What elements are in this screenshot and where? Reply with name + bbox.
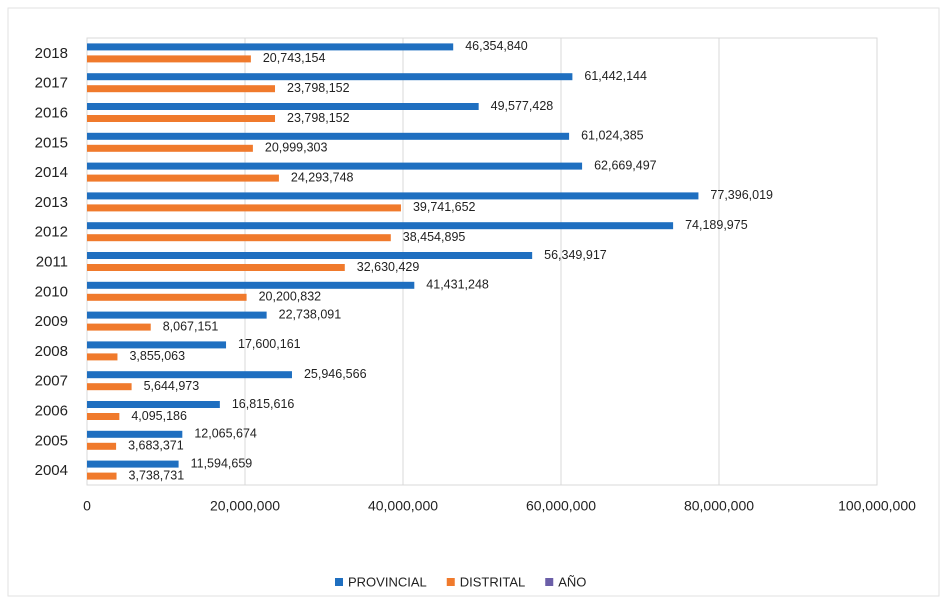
data-label: 56,349,917 xyxy=(544,248,607,262)
data-label: 38,454,895 xyxy=(403,230,466,244)
legend-label: PROVINCIAL xyxy=(348,574,427,589)
bar xyxy=(87,430,183,438)
bar xyxy=(87,442,117,450)
data-label: 3,855,063 xyxy=(129,349,185,363)
bar xyxy=(87,234,391,242)
data-label: 22,738,091 xyxy=(279,307,342,321)
bar xyxy=(87,43,454,51)
data-label: 20,200,832 xyxy=(259,290,322,304)
data-label: 23,798,152 xyxy=(287,81,350,95)
bar xyxy=(87,472,117,480)
y-tick-label: 2016 xyxy=(35,104,68,121)
data-label: 16,815,616 xyxy=(232,397,295,411)
data-label: 12,065,674 xyxy=(194,427,257,441)
bar xyxy=(87,323,151,331)
bar xyxy=(87,293,247,301)
y-tick-label: 2007 xyxy=(35,373,68,390)
data-label: 62,669,497 xyxy=(594,158,657,172)
bar xyxy=(87,383,132,391)
bar xyxy=(87,413,120,420)
y-tick-label: 2012 xyxy=(35,224,68,241)
y-tick-label: 2006 xyxy=(35,402,68,419)
bar xyxy=(87,341,227,349)
y-tick-label: 2009 xyxy=(35,313,68,330)
bar xyxy=(87,264,345,271)
y-tick-label: 2010 xyxy=(35,283,68,300)
y-tick-label: 2004 xyxy=(35,462,68,479)
legend-swatch xyxy=(335,578,343,586)
data-label: 25,946,566 xyxy=(304,367,367,381)
legend-swatch xyxy=(545,578,554,586)
y-tick-label: 2014 xyxy=(35,164,68,181)
y-tick-label: 2011 xyxy=(36,253,68,270)
data-label: 3,683,371 xyxy=(128,439,184,453)
bar xyxy=(87,132,570,140)
x-tick-label: 20,000,000 xyxy=(210,498,280,514)
bar xyxy=(87,192,699,200)
y-tick-label: 2013 xyxy=(35,194,68,211)
bar xyxy=(87,460,179,468)
bar xyxy=(87,311,267,319)
bar xyxy=(87,222,674,230)
data-label: 41,431,248 xyxy=(426,278,489,292)
data-label: 24,293,748 xyxy=(291,170,354,184)
data-label: 49,577,428 xyxy=(491,99,554,113)
data-label: 77,396,019 xyxy=(710,188,773,202)
bar xyxy=(87,174,279,182)
legend-label: DISTRITAL xyxy=(460,574,526,589)
data-label: 3,738,731 xyxy=(129,468,185,482)
data-label: 46,354,840 xyxy=(465,39,528,53)
data-label: 11,594,659 xyxy=(191,456,253,470)
bar xyxy=(87,144,253,152)
bar xyxy=(87,353,118,361)
x-tick-label: 40,000,000 xyxy=(368,498,438,514)
data-label: 74,189,975 xyxy=(685,218,748,232)
chart-frame xyxy=(7,7,940,597)
data-label: 17,600,161 xyxy=(238,337,301,351)
bar xyxy=(87,281,415,289)
bar xyxy=(87,401,220,408)
y-tick-label: 2017 xyxy=(35,75,68,92)
y-tick-label: 2008 xyxy=(35,343,68,360)
data-label: 23,798,152 xyxy=(287,111,350,125)
y-tick-label: 2018 xyxy=(35,45,68,62)
bar xyxy=(87,85,276,93)
legend-label: AÑO xyxy=(558,574,586,589)
data-label: 61,024,385 xyxy=(581,129,644,143)
bar xyxy=(87,371,292,379)
y-tick-label: 2015 xyxy=(35,134,68,151)
y-tick-label: 2005 xyxy=(35,432,68,449)
legend-swatch xyxy=(446,578,455,586)
x-tick-label: 60,000,000 xyxy=(526,498,596,514)
data-label: 61,442,144 xyxy=(584,69,647,83)
data-label: 8,067,151 xyxy=(163,319,219,333)
bar xyxy=(87,252,533,259)
bar xyxy=(87,103,479,110)
x-tick-label: 80,000,000 xyxy=(684,498,754,514)
data-label: 39,741,652 xyxy=(413,200,476,214)
data-label: 20,743,154 xyxy=(263,51,326,65)
bar xyxy=(87,73,573,81)
data-label: 4,095,186 xyxy=(131,409,187,423)
bar xyxy=(87,162,583,170)
bar xyxy=(87,204,401,212)
data-label: 20,999,303 xyxy=(265,141,328,155)
bar xyxy=(87,55,251,63)
x-tick-label: 0 xyxy=(83,498,91,514)
data-label: 5,644,973 xyxy=(144,379,200,393)
x-tick-label: 100,000,000 xyxy=(838,498,916,514)
data-label: 32,630,429 xyxy=(357,260,420,274)
bar xyxy=(87,115,276,122)
